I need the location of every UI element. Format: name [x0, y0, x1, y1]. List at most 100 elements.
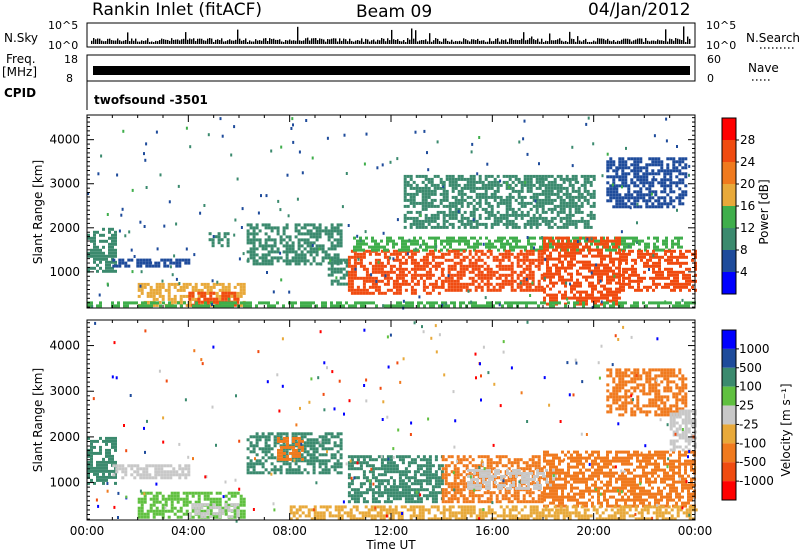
- heatmap-cell: [489, 304, 492, 308]
- heatmap-cell: [516, 276, 520, 280]
- heatmap-cell: [356, 291, 360, 295]
- heatmap-cell: [645, 169, 649, 173]
- heatmap-cell: [594, 254, 597, 258]
- heatmap-cell: [553, 183, 557, 187]
- heatmap-cell: [415, 201, 419, 205]
- heatmap-cell: [673, 273, 676, 277]
- heatmap-cell: [306, 301, 309, 305]
- heatmap-cell: [155, 297, 159, 301]
- heatmap-cell: [567, 242, 570, 246]
- heatmap-cell: [342, 276, 346, 280]
- heatmap-cell: [117, 304, 120, 308]
- heatmap-cell: [535, 207, 539, 211]
- heatmap-cell: [309, 229, 313, 233]
- heatmap-cell: [208, 232, 212, 236]
- heatmap-cell: [169, 258, 173, 262]
- heatmap-cell: [567, 266, 570, 270]
- nsky-bar: [419, 40, 421, 44]
- heatmap-cell: [623, 236, 626, 240]
- heatmap-cell: [514, 174, 518, 178]
- heatmap-cell: [571, 219, 575, 223]
- heatmap-cell: [139, 284, 142, 288]
- heatmap-cell: [450, 301, 453, 305]
- heatmap-cell: [330, 465, 334, 469]
- heatmap-cell: [465, 255, 469, 259]
- heatmap-cell: [197, 506, 201, 510]
- heatmap-cell: [267, 471, 271, 475]
- heatmap-cell: [273, 238, 277, 242]
- heatmap-cell: [618, 266, 621, 270]
- heatmap-cell: [441, 255, 445, 259]
- nsky-bar: [425, 39, 427, 44]
- heatmap-cell: [522, 258, 526, 262]
- heatmap-cell: [570, 296, 573, 300]
- heatmap-cell: [615, 175, 619, 179]
- heatmap-cell: [114, 475, 117, 479]
- heatmap-cell: [238, 257, 241, 261]
- heatmap-cell: [270, 453, 274, 457]
- heatmap-cell: [398, 288, 402, 292]
- heatmap-cell: [631, 264, 634, 268]
- heatmap-cell: [552, 293, 555, 297]
- heatmap-cell: [87, 472, 90, 476]
- heatmap-cell: [603, 287, 606, 291]
- heatmap-cell: [588, 236, 591, 240]
- heatmap-cell: [448, 177, 452, 181]
- heatmap-cell: [377, 260, 380, 264]
- heatmap-cell: [408, 304, 411, 308]
- heatmap-cell: [167, 291, 171, 295]
- heatmap-cell: [559, 201, 563, 205]
- heatmap-cell: [363, 304, 366, 308]
- heatmap-cell: [559, 210, 563, 214]
- heatmap-cell: [185, 282, 189, 286]
- heatmap-cell: [257, 211, 260, 215]
- heatmap-cell: [541, 210, 545, 214]
- heatmap-cell: [172, 470, 176, 474]
- heatmap-cell: [476, 242, 479, 246]
- heatmap-cell: [674, 236, 677, 240]
- heatmap-cell: [111, 436, 114, 440]
- nsky-bar: [209, 38, 211, 44]
- heatmap-cell: [486, 255, 490, 259]
- heatmap-cell: [495, 270, 499, 274]
- heatmap-cell: [490, 225, 494, 229]
- heatmap-cell: [618, 166, 622, 170]
- heatmap-cell: [483, 304, 486, 308]
- heatmap-cell: [684, 184, 688, 188]
- heatmap-cell: [240, 301, 243, 305]
- heatmap-cell: [502, 222, 506, 226]
- heatmap-cell: [261, 471, 265, 475]
- heatmap-cell: [191, 288, 195, 292]
- heatmap-cell: [365, 270, 369, 274]
- heatmap-cell: [249, 247, 253, 251]
- heatmap-cell: [582, 248, 585, 252]
- heatmap-cell: [209, 503, 213, 507]
- heatmap-cell: [434, 285, 438, 289]
- heatmap-cell: [87, 460, 90, 464]
- heatmap-cell: [620, 236, 623, 240]
- heatmap-cell: [606, 181, 610, 185]
- heatmap-cell: [297, 259, 301, 263]
- heatmap-cell: [233, 515, 237, 519]
- heatmap-cell: [218, 288, 222, 292]
- heatmap-cell: [570, 266, 573, 270]
- heatmap-cell: [492, 270, 496, 274]
- heatmap-cell: [472, 177, 476, 181]
- heatmap-cell: [425, 255, 429, 259]
- heatmap-cell: [295, 442, 298, 446]
- nsky-bar: [405, 41, 407, 44]
- heatmap-cell: [437, 261, 441, 265]
- nsky-bar: [137, 41, 139, 44]
- heatmap-cell: [457, 192, 461, 196]
- heatmap-cell: [615, 193, 619, 197]
- nsky-bar: [587, 41, 589, 44]
- heatmap-cell: [203, 512, 207, 516]
- heatmap-cell: [212, 500, 216, 504]
- heatmap-cell: [609, 251, 612, 255]
- heatmap-cell: [90, 451, 93, 455]
- heatmap-cell: [93, 439, 96, 443]
- power-heatmap: [87, 116, 697, 310]
- heatmap-cell: [691, 285, 694, 289]
- heatmap-cell: [547, 222, 551, 226]
- heatmap-cell: [552, 281, 555, 285]
